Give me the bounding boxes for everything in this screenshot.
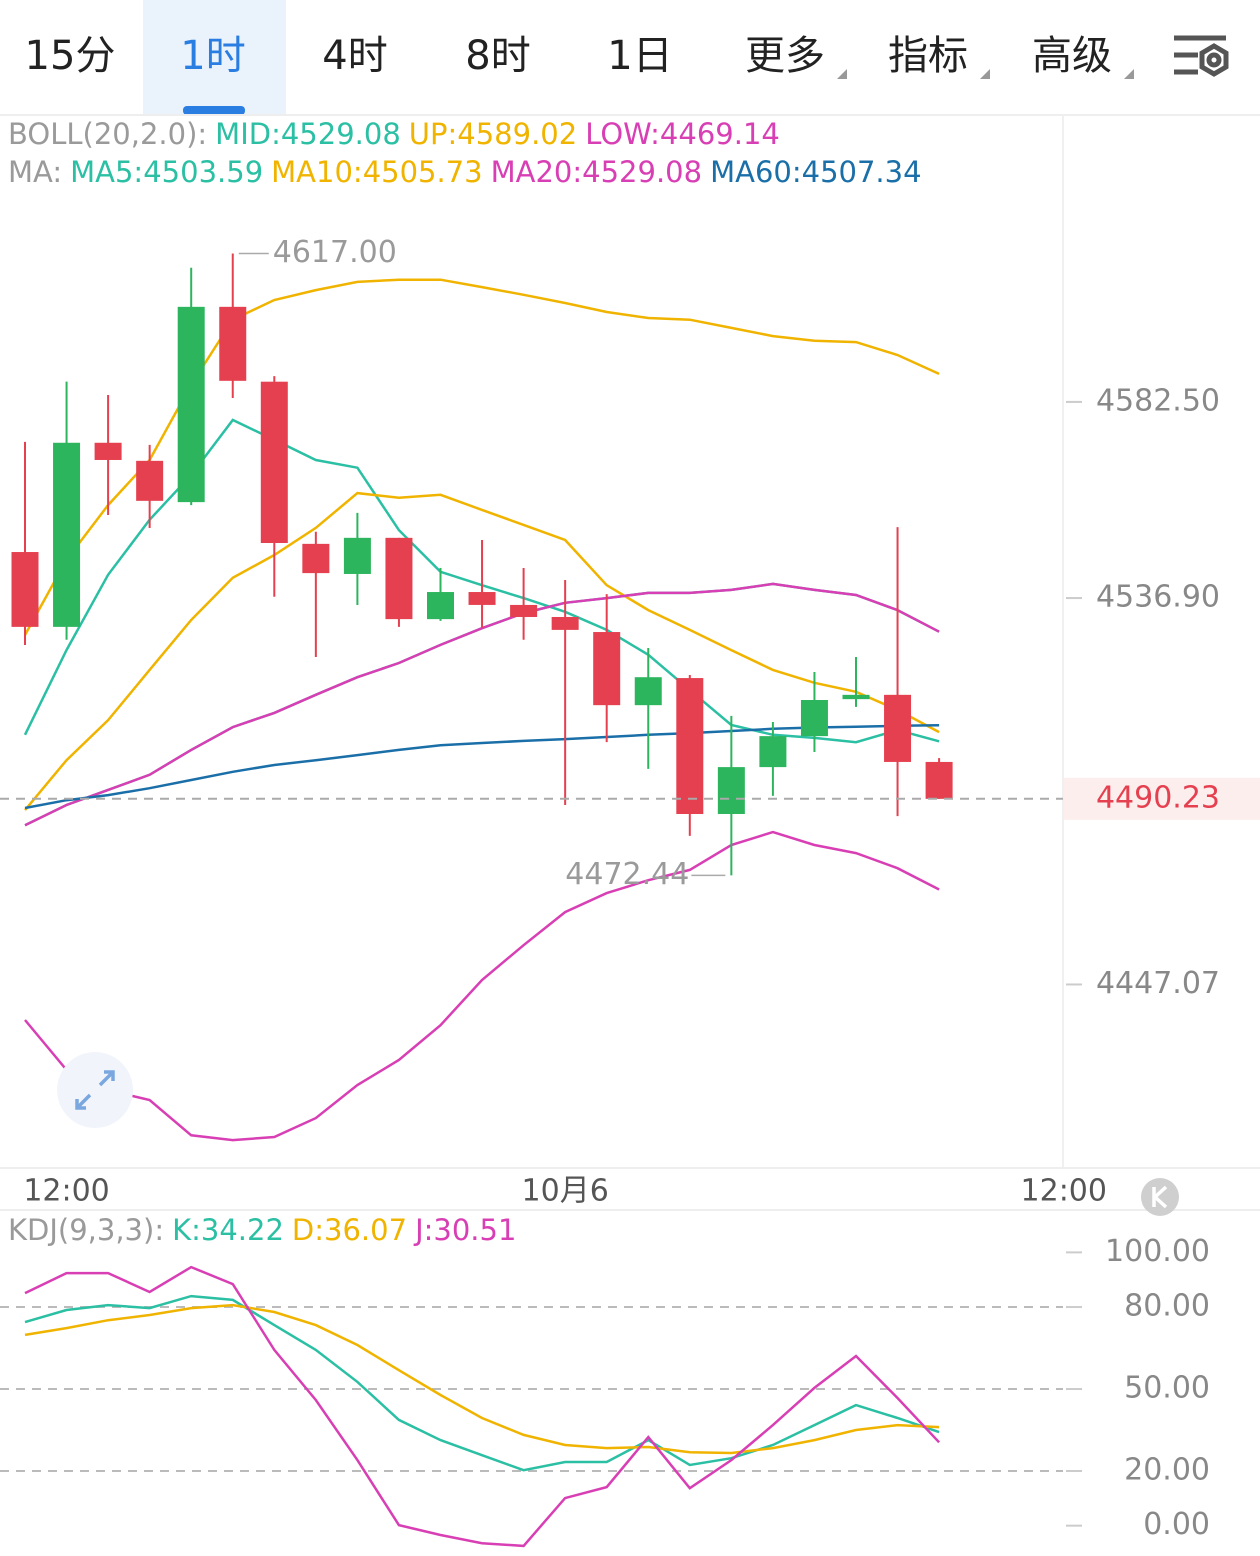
indicator-legend: MA: MA5:4503.59 MA10:4505.73 MA20:4529.08 MA… [8,155,922,189]
legend-value: 36.07 [324,1213,407,1247]
menu-caret [1124,69,1134,79]
candle-body [53,442,81,627]
candle-body [177,306,205,503]
y-tick-label: 100.00 [1105,1234,1210,1269]
legend-value: 4507.34 [802,155,922,189]
candle-body [925,761,953,799]
candle-body [136,460,164,501]
candle-body [884,694,912,762]
indicator-line [24,1265,941,1548]
candle-body [468,592,496,605]
legend-name: J: [413,1213,433,1247]
candle-body [219,306,247,381]
indicator-line [24,582,940,827]
candle-body [94,442,122,460]
candle-body [842,694,870,700]
min-label: 4472.44 [565,857,689,892]
menu-caret [980,69,990,79]
candle-body [634,677,662,706]
indicator-line [24,830,940,1142]
x-tick-label: 12:00 [23,1174,109,1209]
price-chart: BOLL(20,2.0): MID:4529.08 UP:4589.02 LOW:44… [0,117,1260,1209]
legend-name: MID: [215,117,281,151]
y-tick-label: 4447.07 [1096,966,1220,1001]
tab[interactable]: 1时 [180,33,245,79]
candle-body [343,537,371,574]
k-icon[interactable] [1141,1178,1179,1216]
tab[interactable]: 更多 [745,33,825,79]
x-tick-label: 12:00 [1021,1174,1107,1209]
legend-value: 34.22 [201,1213,284,1247]
candle-body [593,632,621,706]
y-tick-label: 0.00 [1143,1507,1210,1542]
indicator-line [24,1294,940,1472]
tab[interactable]: 指标 [888,33,968,79]
legend-name: MA60: [710,155,802,189]
indicator-line [24,1303,940,1455]
kdj-chart: KDJ(9,3,3): K:34.22 D:36.07 J:30.51 100.00 80… [0,1213,1210,1548]
legend-value: 4529.08 [582,155,702,189]
active-tab-indicator [183,106,245,115]
legend-name: LOW: [585,117,660,151]
candle-body [11,552,39,627]
candle-body [676,678,704,814]
legend-title: KDJ(9,3,3): [8,1213,164,1247]
settings-icon[interactable] [1174,35,1229,77]
legend-name: UP: [409,117,457,151]
y-tick-label: 80.00 [1124,1289,1210,1324]
y-tick-label: 4582.50 [1096,383,1220,418]
legend-name: MA20: [491,155,583,189]
candle-body [302,543,330,574]
candle-body [385,537,413,620]
last-price-label: 4490.23 [1096,780,1220,815]
indicator-line [23,278,940,636]
tab[interactable]: 高级 [1032,33,1112,79]
x-tick-label: 10月6 [522,1174,609,1209]
zoom-button[interactable] [57,1052,133,1128]
candle-body [551,616,579,630]
candle-body [427,592,454,620]
indicator-line [24,723,940,810]
max-label: 4617.00 [273,235,397,270]
tab[interactable]: 1日 [607,33,672,79]
active-tab-bg [143,0,286,115]
legend-value: 4529.08 [281,117,401,151]
candle-body [260,381,288,543]
legend-name: MA10: [271,155,363,189]
menu-caret [837,69,847,79]
candle-body [510,604,538,617]
legend-value: 30.51 [433,1213,516,1247]
legend-name: MA5: [70,155,143,189]
last-price-bg [1064,777,1260,820]
y-tick-label: 4536.90 [1096,580,1220,615]
candle-body [800,700,828,737]
tab-bar: 15分 1时 4时 8时 1日 更多 指标 高级 [25,33,1134,79]
tab[interactable]: 8时 [465,33,530,79]
candle-body [759,736,787,768]
tab[interactable]: 4时 [322,33,387,79]
legend-name: K: [172,1213,201,1247]
y-tick-label: 50.00 [1124,1371,1210,1406]
y-tick-label: 20.00 [1124,1453,1210,1488]
legend-name: D: [292,1213,324,1247]
legend-value: 4503.59 [143,155,263,189]
indicator-legend: BOLL(20,2.0): MID:4529.08 UP:4589.02 LOW:44… [8,117,780,151]
legend-value: 4505.73 [363,155,483,189]
indicator-legend: KDJ(9,3,3): K:34.22 D:36.07 J:30.51 [8,1213,516,1247]
legend-value: 4589.02 [457,117,577,151]
tab[interactable]: 15分 [25,33,116,79]
candle-body [717,767,745,814]
legend-title: MA: [8,155,62,189]
indicator-line [24,491,940,811]
legend-title: BOLL(20,2.0): [8,117,207,151]
legend-value: 4469.14 [660,117,780,151]
